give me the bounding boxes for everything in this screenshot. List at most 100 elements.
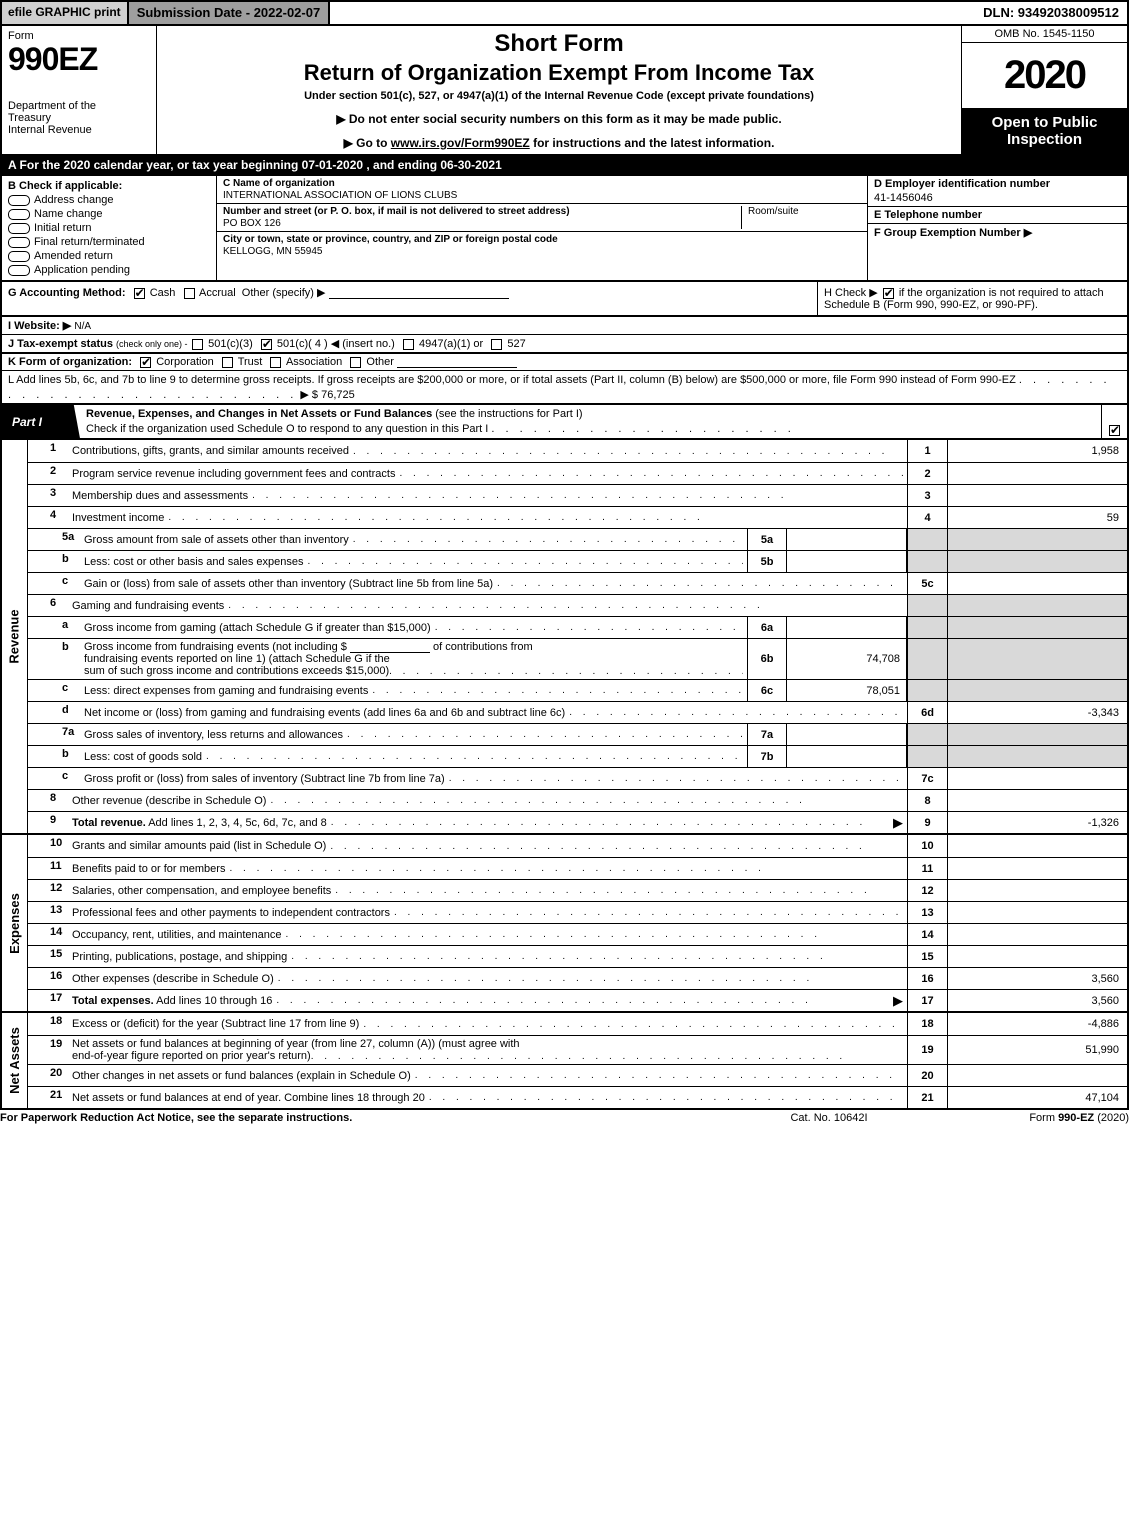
line-number: 8: [28, 790, 68, 811]
checkbox-accrual[interactable]: [184, 288, 195, 299]
527-label: 527: [507, 338, 525, 350]
header-center: Short Form Return of Organization Exempt…: [157, 26, 962, 154]
line-description: Less: cost or other basis and sales expe…: [80, 551, 747, 572]
row-a-tax-year: A For the 2020 calendar year, or tax yea…: [0, 156, 1129, 176]
assoc-label: Association: [286, 356, 342, 368]
result-line-number: 3: [907, 485, 947, 506]
k-label: K Form of organization:: [8, 356, 132, 368]
other-org-blank[interactable]: [397, 356, 517, 368]
result-line-number: 12: [907, 880, 947, 901]
mid-value: 74,708: [787, 639, 907, 679]
checkbox-association[interactable]: [270, 357, 281, 368]
result-line-number: 10: [907, 835, 947, 857]
checkbox-501c[interactable]: [261, 339, 272, 350]
group-exemption-label: F Group Exemption Number ▶: [874, 226, 1121, 239]
table-row: bLess: cost or other basis and sales exp…: [28, 550, 1127, 572]
501c-label: 501(c)( 4 ) ◀ (insert no.): [277, 338, 395, 350]
mid-line-number: 5a: [747, 529, 787, 550]
mid-value: [787, 551, 907, 572]
amount-value: 59: [947, 507, 1127, 528]
irs-link[interactable]: www.irs.gov/Form990EZ: [391, 136, 530, 150]
part-1-pill: Part I: [2, 405, 80, 439]
line-number: 16: [28, 968, 68, 989]
website-value: N/A: [74, 321, 91, 332]
result-line-number: 14: [907, 924, 947, 945]
table-row: 20Other changes in net assets or fund ba…: [28, 1064, 1127, 1086]
chk-label: Application pending: [34, 264, 130, 276]
table-row: 7aGross sales of inventory, less returns…: [28, 723, 1127, 745]
line-number: 15: [28, 946, 68, 967]
line-description: Grants and similar amounts paid (list in…: [68, 835, 907, 857]
mid-line-number: 5b: [747, 551, 787, 572]
result-line-number: 17: [907, 990, 947, 1011]
form-number: 990EZ: [8, 44, 150, 74]
checkbox-cash[interactable]: [134, 288, 145, 299]
arrow2-pre: ▶ Go to: [344, 136, 391, 150]
ein-cell: D Employer identification number 41-1456…: [868, 176, 1127, 207]
efile-print-label[interactable]: efile GRAPHIC print: [2, 2, 129, 24]
expenses-side-label: Expenses: [2, 835, 28, 1011]
result-line-number: 2: [907, 463, 947, 484]
checkbox-other-org[interactable]: [350, 357, 361, 368]
telephone-cell: E Telephone number: [868, 207, 1127, 224]
entity-block: B Check if applicable: Address change Na…: [0, 176, 1129, 282]
result-line-number: 16: [907, 968, 947, 989]
line-description: Gross profit or (loss) from sales of inv…: [80, 768, 907, 789]
checkbox-icon[interactable]: [8, 209, 30, 220]
line-description: Printing, publications, postage, and shi…: [68, 946, 907, 967]
table-row: 16Other expenses (describe in Schedule O…: [28, 967, 1127, 989]
amount-value: [947, 485, 1127, 506]
result-line-number: 19: [907, 1036, 947, 1064]
checkbox-trust[interactable]: [222, 357, 233, 368]
city-label: City or town, state or province, country…: [223, 234, 558, 245]
line-description: Other expenses (describe in Schedule O): [68, 968, 907, 989]
checkbox-501c3[interactable]: [192, 339, 203, 350]
result-line-number: [907, 746, 947, 767]
corp-label: Corporation: [156, 356, 213, 368]
table-row: cGross profit or (loss) from sales of in…: [28, 767, 1127, 789]
mid-line-number: 6a: [747, 617, 787, 638]
table-row: 18Excess or (deficit) for the year (Subt…: [28, 1013, 1127, 1035]
telephone-label: E Telephone number: [874, 209, 1121, 221]
line-description: Other revenue (describe in Schedule O): [68, 790, 907, 811]
line-number: d: [28, 702, 80, 723]
checkbox-icon[interactable]: [8, 251, 30, 262]
amount-value: [947, 1065, 1127, 1086]
table-row: 11Benefits paid to or for members11: [28, 857, 1127, 879]
checkbox-icon[interactable]: [8, 237, 30, 248]
line-description: Other changes in net assets or fund bala…: [68, 1065, 907, 1086]
other-blank[interactable]: [329, 287, 509, 299]
part-1-sub: (see the instructions for Part I): [432, 408, 582, 420]
line-description: Net assets or fund balances at beginning…: [68, 1036, 907, 1064]
amount-value: [947, 880, 1127, 901]
line-description: Gaming and fundraising events: [68, 595, 907, 616]
table-row: bLess: cost of goods sold7b: [28, 745, 1127, 767]
omb-number: OMB No. 1545-1150: [962, 26, 1127, 43]
revenue-label: Revenue: [7, 610, 22, 664]
dln: DLN: 93492038009512: [975, 2, 1127, 24]
schedule-o-checkbox[interactable]: [1109, 425, 1120, 436]
checkbox-corporation[interactable]: [140, 357, 151, 368]
chk-final-return: Final return/terminated: [8, 236, 210, 248]
revenue-rows: 1Contributions, gifts, grants, and simil…: [28, 440, 1127, 833]
checkbox-schedule-b[interactable]: [883, 288, 894, 299]
checkbox-icon[interactable]: [8, 223, 30, 234]
table-row: bGross income from fundraising events (n…: [28, 638, 1127, 679]
dept-label: Department of the: [8, 100, 150, 112]
line-number: 18: [28, 1013, 68, 1035]
line-description: Gross amount from sale of assets other t…: [80, 529, 747, 550]
amount-value: 51,990: [947, 1036, 1127, 1064]
treasury-label: Treasury: [8, 112, 150, 124]
checkbox-icon[interactable]: [8, 265, 30, 276]
table-row: 5aGross amount from sale of assets other…: [28, 528, 1127, 550]
checkbox-icon[interactable]: [8, 195, 30, 206]
section-h: H Check ▶ if the organization is not req…: [817, 282, 1127, 315]
result-line-number: [907, 551, 947, 572]
amount-value: [947, 551, 1127, 572]
address-value: PO BOX 126: [223, 218, 741, 229]
checkbox-4947[interactable]: [403, 339, 414, 350]
table-row: 4Investment income459: [28, 506, 1127, 528]
checkbox-527[interactable]: [491, 339, 502, 350]
mid-value: [787, 529, 907, 550]
mid-line-number: 6c: [747, 680, 787, 701]
